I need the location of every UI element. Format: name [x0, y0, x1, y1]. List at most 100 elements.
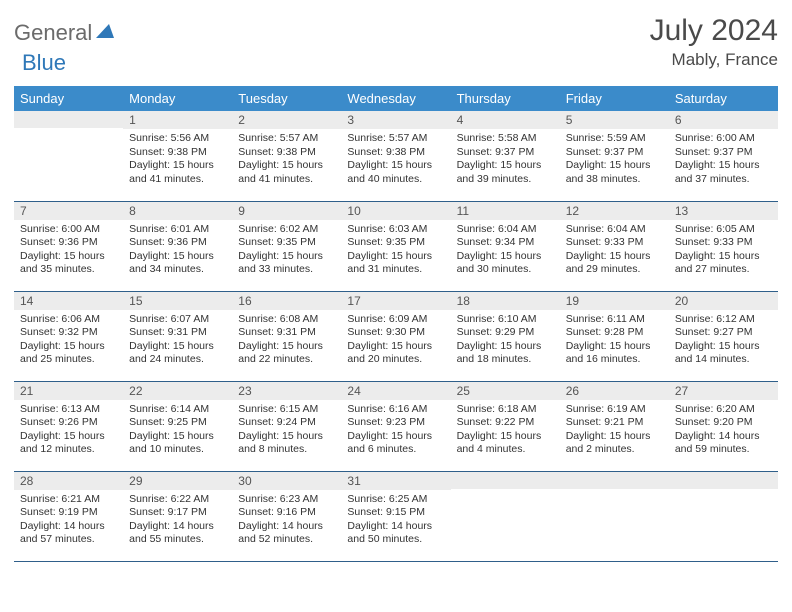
- day-number: 24: [341, 382, 450, 400]
- calendar-day-cell: 5Sunrise: 5:59 AMSunset: 9:37 PMDaylight…: [560, 111, 669, 201]
- calendar-day-cell: 1Sunrise: 5:56 AMSunset: 9:38 PMDaylight…: [123, 111, 232, 201]
- sunrise-line: Sunrise: 6:06 AM: [20, 313, 117, 327]
- daylight-line: Daylight: 14 hours and 55 minutes.: [129, 520, 226, 547]
- calendar-day-cell: 31Sunrise: 6:25 AMSunset: 9:15 PMDayligh…: [341, 471, 450, 561]
- day-number: [451, 472, 560, 489]
- sunset-line: Sunset: 9:24 PM: [238, 416, 335, 430]
- sunrise-line: Sunrise: 6:02 AM: [238, 223, 335, 237]
- sunset-line: Sunset: 9:35 PM: [238, 236, 335, 250]
- calendar-day-cell: 14Sunrise: 6:06 AMSunset: 9:32 PMDayligh…: [14, 291, 123, 381]
- day-number: 16: [232, 292, 341, 310]
- day-body: Sunrise: 6:20 AMSunset: 9:20 PMDaylight:…: [669, 400, 778, 462]
- daylight-line: Daylight: 15 hours and 34 minutes.: [129, 250, 226, 277]
- calendar-day-cell: 29Sunrise: 6:22 AMSunset: 9:17 PMDayligh…: [123, 471, 232, 561]
- calendar-day-cell: [451, 471, 560, 561]
- weekday-header: Wednesday: [341, 86, 450, 111]
- sunrise-line: Sunrise: 6:14 AM: [129, 403, 226, 417]
- title-block: July 2024 Mably, France: [650, 14, 778, 70]
- calendar-day-cell: 3Sunrise: 5:57 AMSunset: 9:38 PMDaylight…: [341, 111, 450, 201]
- calendar-day-cell: 22Sunrise: 6:14 AMSunset: 9:25 PMDayligh…: [123, 381, 232, 471]
- day-body: Sunrise: 5:56 AMSunset: 9:38 PMDaylight:…: [123, 129, 232, 191]
- logo-text-general: General: [14, 20, 92, 46]
- daylight-line: Daylight: 15 hours and 14 minutes.: [675, 340, 772, 367]
- day-number: 5: [560, 111, 669, 129]
- day-number: 12: [560, 202, 669, 220]
- day-number: 9: [232, 202, 341, 220]
- day-number: [560, 472, 669, 489]
- sunrise-line: Sunrise: 5:56 AM: [129, 132, 226, 146]
- sunrise-line: Sunrise: 6:16 AM: [347, 403, 444, 417]
- day-body: Sunrise: 6:04 AMSunset: 9:34 PMDaylight:…: [451, 220, 560, 282]
- daylight-line: Daylight: 15 hours and 12 minutes.: [20, 430, 117, 457]
- calendar-day-cell: 23Sunrise: 6:15 AMSunset: 9:24 PMDayligh…: [232, 381, 341, 471]
- sunset-line: Sunset: 9:15 PM: [347, 506, 444, 520]
- calendar-day-cell: 30Sunrise: 6:23 AMSunset: 9:16 PMDayligh…: [232, 471, 341, 561]
- daylight-line: Daylight: 14 hours and 57 minutes.: [20, 520, 117, 547]
- day-number: 25: [451, 382, 560, 400]
- sunrise-line: Sunrise: 6:00 AM: [20, 223, 117, 237]
- daylight-line: Daylight: 15 hours and 25 minutes.: [20, 340, 117, 367]
- sunrise-line: Sunrise: 6:22 AM: [129, 493, 226, 507]
- sunset-line: Sunset: 9:25 PM: [129, 416, 226, 430]
- day-number: 27: [669, 382, 778, 400]
- day-number: 7: [14, 202, 123, 220]
- daylight-line: Daylight: 15 hours and 41 minutes.: [129, 159, 226, 186]
- daylight-line: Daylight: 15 hours and 41 minutes.: [238, 159, 335, 186]
- daylight-line: Daylight: 14 hours and 52 minutes.: [238, 520, 335, 547]
- sunset-line: Sunset: 9:38 PM: [129, 146, 226, 160]
- sunset-line: Sunset: 9:33 PM: [675, 236, 772, 250]
- daylight-line: Daylight: 15 hours and 10 minutes.: [129, 430, 226, 457]
- sunrise-line: Sunrise: 6:09 AM: [347, 313, 444, 327]
- logo-text-blue: Blue: [22, 50, 66, 75]
- day-number: 2: [232, 111, 341, 129]
- calendar-day-cell: 25Sunrise: 6:18 AMSunset: 9:22 PMDayligh…: [451, 381, 560, 471]
- calendar-day-cell: [669, 471, 778, 561]
- sunrise-line: Sunrise: 6:08 AM: [238, 313, 335, 327]
- sunset-line: Sunset: 9:22 PM: [457, 416, 554, 430]
- sunset-line: Sunset: 9:23 PM: [347, 416, 444, 430]
- day-body: Sunrise: 6:14 AMSunset: 9:25 PMDaylight:…: [123, 400, 232, 462]
- day-body: Sunrise: 6:07 AMSunset: 9:31 PMDaylight:…: [123, 310, 232, 372]
- day-body: Sunrise: 6:06 AMSunset: 9:32 PMDaylight:…: [14, 310, 123, 372]
- sunrise-line: Sunrise: 6:20 AM: [675, 403, 772, 417]
- calendar-day-cell: 24Sunrise: 6:16 AMSunset: 9:23 PMDayligh…: [341, 381, 450, 471]
- day-body: Sunrise: 6:11 AMSunset: 9:28 PMDaylight:…: [560, 310, 669, 372]
- calendar-day-cell: 8Sunrise: 6:01 AMSunset: 9:36 PMDaylight…: [123, 201, 232, 291]
- day-number: 17: [341, 292, 450, 310]
- sunrise-line: Sunrise: 6:13 AM: [20, 403, 117, 417]
- sunset-line: Sunset: 9:36 PM: [129, 236, 226, 250]
- sunset-line: Sunset: 9:28 PM: [566, 326, 663, 340]
- sunrise-line: Sunrise: 6:03 AM: [347, 223, 444, 237]
- calendar-day-cell: 18Sunrise: 6:10 AMSunset: 9:29 PMDayligh…: [451, 291, 560, 381]
- day-number: 23: [232, 382, 341, 400]
- day-number: 15: [123, 292, 232, 310]
- day-number: 1: [123, 111, 232, 129]
- weekday-header: Tuesday: [232, 86, 341, 111]
- daylight-line: Daylight: 15 hours and 33 minutes.: [238, 250, 335, 277]
- calendar-day-cell: 28Sunrise: 6:21 AMSunset: 9:19 PMDayligh…: [14, 471, 123, 561]
- calendar-day-cell: 6Sunrise: 6:00 AMSunset: 9:37 PMDaylight…: [669, 111, 778, 201]
- day-body: Sunrise: 6:21 AMSunset: 9:19 PMDaylight:…: [14, 490, 123, 552]
- calendar-day-cell: 15Sunrise: 6:07 AMSunset: 9:31 PMDayligh…: [123, 291, 232, 381]
- calendar-day-cell: 26Sunrise: 6:19 AMSunset: 9:21 PMDayligh…: [560, 381, 669, 471]
- sunset-line: Sunset: 9:37 PM: [457, 146, 554, 160]
- day-number: 11: [451, 202, 560, 220]
- sunset-line: Sunset: 9:37 PM: [675, 146, 772, 160]
- sunset-line: Sunset: 9:31 PM: [129, 326, 226, 340]
- sunrise-line: Sunrise: 5:58 AM: [457, 132, 554, 146]
- weekday-header-row: Sunday Monday Tuesday Wednesday Thursday…: [14, 86, 778, 111]
- day-body: Sunrise: 6:04 AMSunset: 9:33 PMDaylight:…: [560, 220, 669, 282]
- day-body: Sunrise: 6:18 AMSunset: 9:22 PMDaylight:…: [451, 400, 560, 462]
- day-body: Sunrise: 5:57 AMSunset: 9:38 PMDaylight:…: [232, 129, 341, 191]
- weekday-header: Saturday: [669, 86, 778, 111]
- calendar-day-cell: 9 Sunrise: 6:02 AMSunset: 9:35 PMDaylight…: [232, 201, 341, 291]
- sunrise-line: Sunrise: 6:15 AM: [238, 403, 335, 417]
- daylight-line: Daylight: 15 hours and 4 minutes.: [457, 430, 554, 457]
- calendar-week-row: 21Sunrise: 6:13 AMSunset: 9:26 PMDayligh…: [14, 381, 778, 471]
- calendar-day-cell: 12Sunrise: 6:04 AMSunset: 9:33 PMDayligh…: [560, 201, 669, 291]
- day-number: 20: [669, 292, 778, 310]
- sunset-line: Sunset: 9:35 PM: [347, 236, 444, 250]
- calendar-day-cell: 19Sunrise: 6:11 AMSunset: 9:28 PMDayligh…: [560, 291, 669, 381]
- logo-triangle-icon: [96, 24, 114, 43]
- calendar-week-row: 28Sunrise: 6:21 AMSunset: 9:19 PMDayligh…: [14, 471, 778, 561]
